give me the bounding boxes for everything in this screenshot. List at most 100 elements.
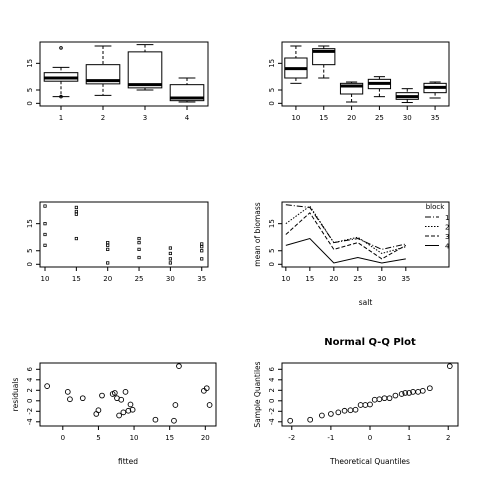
data-point <box>44 383 50 389</box>
x-axis-label: fitted <box>118 457 138 466</box>
y-tick-label: 0 <box>268 101 276 105</box>
plot-frame <box>281 362 459 427</box>
plot-frame <box>39 362 217 427</box>
data-point <box>106 261 110 265</box>
x-tick-label: 30 <box>403 114 412 122</box>
data-point <box>200 249 204 253</box>
data-point <box>352 406 359 413</box>
legend-label: 1 <box>445 214 449 222</box>
data-point <box>74 205 78 210</box>
x-tick-label: -2 <box>288 434 295 442</box>
y-tick-label: 6 <box>26 367 34 372</box>
panel-6: -4 -2 0 2 4 6 -2 -1 0 1 2 Theoretical Quantiles Samp… <box>253 337 459 466</box>
box-30 <box>395 88 419 104</box>
data-point <box>120 409 127 416</box>
y-tick-label: 15 <box>268 219 276 228</box>
x-tick-label: 30 <box>377 275 386 283</box>
box-body <box>127 51 163 89</box>
y-tick-label: 0 <box>268 399 276 403</box>
data-point <box>362 402 369 408</box>
panel-5: -4 -2 0 2 4 6 0 5 10 15 20 fitted residuals <box>11 362 217 466</box>
data-point <box>402 390 409 396</box>
panel-1: 0 5 15 1 2 3 4 <box>26 41 209 122</box>
data-point <box>371 396 378 403</box>
data-point <box>386 395 393 402</box>
data-point <box>43 232 47 237</box>
y-tick-label: 5 <box>26 249 34 253</box>
data-point <box>347 407 354 414</box>
x-tick-label: 0 <box>368 434 372 442</box>
x-tick-label: 1 <box>59 114 63 122</box>
data-point <box>129 406 136 413</box>
data-point <box>74 236 78 241</box>
data-point <box>392 392 399 399</box>
x-tick-label: 35 <box>431 114 440 122</box>
x-tick-label: 35 <box>197 275 206 283</box>
data-point <box>203 385 210 392</box>
x-tick-label: 0 <box>61 434 65 442</box>
panel-3: 0 5 15 10 15 20 25 30 35 <box>26 201 209 283</box>
data-point <box>367 401 373 408</box>
series-line-4 <box>285 238 406 264</box>
x-tick-label: 35 <box>401 275 410 283</box>
data-point <box>67 396 73 403</box>
y-tick-label: 0 <box>268 262 276 266</box>
box-25 <box>367 76 392 98</box>
data-point <box>127 401 134 408</box>
data-point <box>200 245 204 249</box>
data-point <box>419 387 426 394</box>
y-tick-label: -2 <box>268 408 276 415</box>
box-20 <box>339 81 364 103</box>
box-15 <box>312 45 336 79</box>
y-tick-label: 5 <box>26 88 34 92</box>
x-tick-label: 25 <box>135 275 144 283</box>
box-4 <box>169 77 205 103</box>
x-tick-label: 20 <box>201 434 210 442</box>
x-tick-label: 15 <box>319 114 328 122</box>
y-tick-label: 15 <box>26 59 34 68</box>
data-point <box>381 395 388 402</box>
y-tick-label: -2 <box>26 408 34 415</box>
x-tick-label: 25 <box>375 114 384 122</box>
data-point <box>118 396 125 403</box>
data-point <box>137 255 141 260</box>
data-point <box>152 416 159 423</box>
x-tick-label: 20 <box>103 275 112 283</box>
x-tick-label: 10 <box>41 275 50 283</box>
y-tick-label: 15 <box>268 59 276 68</box>
y-tick-label: 4 <box>26 377 34 382</box>
y-tick-label: 5 <box>268 88 276 92</box>
data-point <box>43 204 47 208</box>
data-point <box>287 417 294 424</box>
data-point <box>99 392 105 399</box>
panel-4: 0 5 15 10 15 20 25 30 35 salt mean of biomass block… <box>253 201 450 307</box>
box-1 <box>43 46 79 99</box>
x-tick-label: 5 <box>96 434 100 442</box>
x-tick-label: 10 <box>281 275 290 283</box>
x-tick-label: 10 <box>291 114 300 122</box>
y-tick-label: 4 <box>268 377 276 382</box>
data-point <box>79 395 86 402</box>
data-point <box>168 261 172 265</box>
data-point <box>426 385 433 392</box>
box-35 <box>423 81 447 99</box>
x-tick-label: 20 <box>347 114 356 122</box>
data-point <box>95 407 102 414</box>
chart-title: Normal Q-Q Plot <box>324 337 416 348</box>
data-point <box>122 389 129 395</box>
plot-frame <box>39 41 209 107</box>
y-tick-label: 6 <box>268 367 276 372</box>
y-tick-label: 0 <box>26 101 34 105</box>
x-tick-label: 3 <box>143 114 147 122</box>
data-point <box>106 241 110 245</box>
x-tick-label: 4 <box>185 114 190 122</box>
series-line-1 <box>285 204 406 250</box>
data-point <box>410 389 416 395</box>
y-tick-label: 15 <box>26 219 34 228</box>
data-point <box>137 236 141 241</box>
data-point <box>116 412 122 419</box>
data-point <box>357 402 364 408</box>
data-point <box>200 257 204 261</box>
data-point <box>137 241 141 245</box>
data-point <box>172 402 179 408</box>
